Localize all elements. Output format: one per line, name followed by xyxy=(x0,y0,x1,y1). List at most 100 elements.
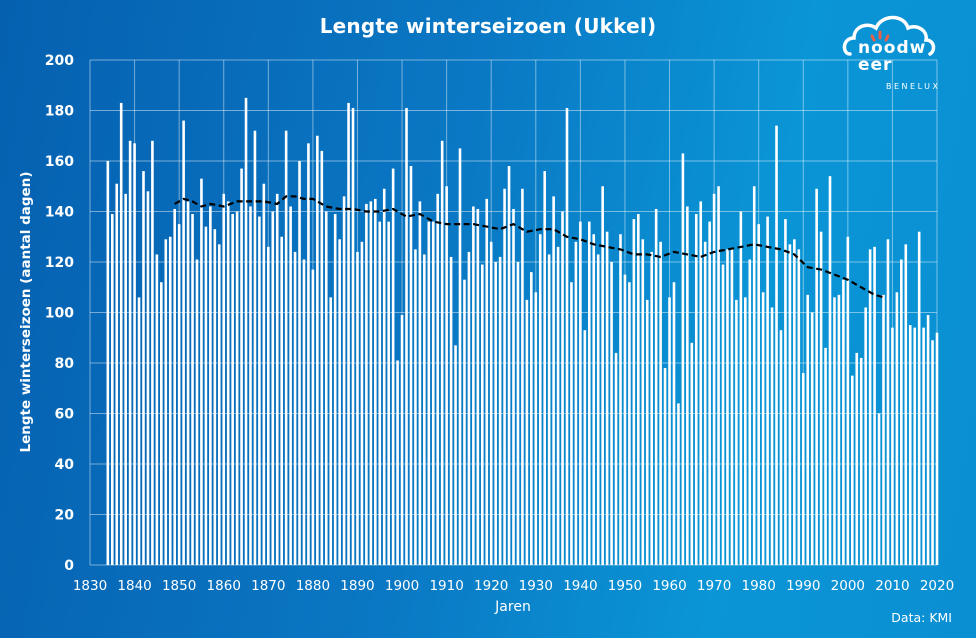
bar xyxy=(588,222,591,565)
bar xyxy=(325,212,328,566)
bar xyxy=(214,229,217,565)
bar xyxy=(129,141,132,565)
bar xyxy=(365,204,368,565)
bar xyxy=(494,262,497,565)
bar xyxy=(713,194,716,565)
x-tick-label: 1910 xyxy=(429,578,463,594)
bar xyxy=(887,239,890,565)
bar xyxy=(329,297,332,565)
bar xyxy=(459,148,462,565)
bar xyxy=(847,237,850,565)
bar xyxy=(370,201,373,565)
bar xyxy=(664,368,667,565)
bar xyxy=(592,234,595,565)
y-tick-label: 200 xyxy=(45,53,74,69)
x-tick-label: 2020 xyxy=(920,578,954,594)
bar xyxy=(530,272,533,565)
bar xyxy=(303,259,306,565)
bars-group xyxy=(107,98,939,565)
bar xyxy=(615,353,618,565)
bar xyxy=(526,300,529,565)
bar xyxy=(392,169,395,565)
bar xyxy=(869,249,872,565)
bar xyxy=(263,184,266,565)
bar xyxy=(936,333,939,565)
bar xyxy=(534,292,537,565)
bar xyxy=(120,103,123,565)
bar xyxy=(762,292,765,565)
bar xyxy=(133,143,136,565)
bar xyxy=(205,227,208,565)
bar xyxy=(401,315,404,565)
bar xyxy=(396,360,399,565)
bar xyxy=(227,201,230,565)
bar xyxy=(147,191,150,565)
x-tick-label: 1950 xyxy=(608,578,642,594)
bar xyxy=(610,262,613,565)
x-tick-label: 1930 xyxy=(519,578,553,594)
bar xyxy=(423,254,426,565)
bar xyxy=(347,103,350,565)
bar xyxy=(236,212,239,566)
bar xyxy=(450,257,453,565)
x-tick-label: 1870 xyxy=(251,578,285,594)
bar xyxy=(753,186,756,565)
bar xyxy=(294,252,297,565)
bar xyxy=(383,189,386,565)
bar xyxy=(851,376,854,565)
bar xyxy=(896,292,899,565)
bar xyxy=(249,206,252,565)
bar xyxy=(650,252,653,565)
y-tick-label: 160 xyxy=(45,154,74,170)
bar xyxy=(931,340,934,565)
x-tick-label: 1920 xyxy=(474,578,508,594)
bar xyxy=(378,222,381,565)
x-tick-label: 2010 xyxy=(875,578,909,594)
bar xyxy=(428,222,431,565)
bar xyxy=(606,232,609,565)
bar xyxy=(191,214,194,565)
bar xyxy=(356,252,359,565)
bar xyxy=(173,209,176,565)
bar xyxy=(673,282,676,565)
x-tick-label: 1990 xyxy=(786,578,820,594)
bar xyxy=(196,259,199,565)
bar xyxy=(254,131,257,565)
bar xyxy=(811,313,814,566)
bar xyxy=(784,219,787,565)
bar xyxy=(508,166,511,565)
bar xyxy=(646,300,649,565)
bar xyxy=(240,169,243,565)
bar xyxy=(882,295,885,565)
x-tick-label: 1960 xyxy=(652,578,686,594)
bar xyxy=(668,297,671,565)
bar xyxy=(178,224,181,565)
bar xyxy=(209,206,212,565)
x-tick-label: 1900 xyxy=(385,578,419,594)
bar xyxy=(904,244,907,565)
bar xyxy=(855,353,858,565)
bar xyxy=(775,126,778,565)
bar xyxy=(138,297,141,565)
bar xyxy=(771,307,774,565)
bar xyxy=(107,161,110,565)
bar xyxy=(909,325,912,565)
bar xyxy=(517,262,520,565)
x-tick-label: 1970 xyxy=(697,578,731,594)
bar xyxy=(624,275,627,565)
bar xyxy=(740,212,743,566)
bar xyxy=(432,222,435,565)
bar xyxy=(352,108,355,565)
bar xyxy=(873,247,876,565)
bar xyxy=(842,280,845,565)
bar xyxy=(655,209,658,565)
x-tick-label: 1850 xyxy=(162,578,196,594)
bar xyxy=(445,186,448,565)
bar xyxy=(922,328,925,565)
x-tick-label: 1890 xyxy=(340,578,374,594)
bar xyxy=(454,345,457,565)
bar xyxy=(798,249,801,565)
x-tick-label: 1840 xyxy=(117,578,151,594)
bar xyxy=(312,270,315,565)
bar xyxy=(686,206,689,565)
